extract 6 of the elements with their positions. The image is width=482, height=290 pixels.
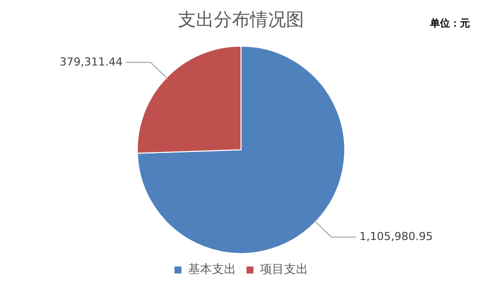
text: 单位：元 (429, 18, 470, 30)
data-label: 1,105,980.95 (359, 230, 433, 244)
legend-label: 项目支出 (260, 262, 308, 276)
chart-title: 支出分布情况图 (178, 9, 304, 30)
legend-label: 基本支出 (188, 262, 236, 276)
data-label: 379,311.44 (60, 55, 123, 68)
